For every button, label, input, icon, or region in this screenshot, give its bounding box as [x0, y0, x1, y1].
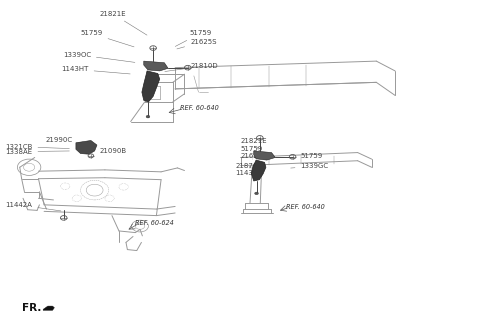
Circle shape [146, 115, 150, 118]
Text: 1143HT: 1143HT [61, 66, 130, 74]
Text: 21625S: 21625S [177, 38, 216, 49]
Text: REF. 60-640: REF. 60-640 [180, 106, 218, 112]
Circle shape [255, 192, 258, 195]
Text: 51759: 51759 [80, 31, 134, 47]
Polygon shape [144, 61, 168, 71]
Polygon shape [252, 160, 266, 181]
Text: 21870D: 21870D [236, 163, 263, 169]
Text: 1339GC: 1339GC [291, 163, 329, 169]
Text: REF. 60-624: REF. 60-624 [135, 220, 174, 226]
Polygon shape [76, 140, 97, 154]
Text: 21810D: 21810D [165, 63, 218, 72]
Polygon shape [142, 71, 160, 102]
Text: 21090B: 21090B [93, 148, 126, 154]
Polygon shape [43, 306, 54, 310]
Text: 21625S: 21625S [240, 154, 267, 159]
Text: FR.: FR. [22, 303, 41, 313]
Text: 1338AE: 1338AE [5, 149, 70, 154]
Text: 21990C: 21990C [45, 136, 83, 143]
Text: REF. 60-640: REF. 60-640 [286, 204, 324, 210]
Text: 51759: 51759 [291, 154, 323, 159]
Text: 1339OC: 1339OC [63, 51, 135, 62]
Text: 11442A: 11442A [5, 202, 61, 211]
Text: 21821E: 21821E [240, 138, 267, 149]
Text: 51759: 51759 [175, 31, 211, 47]
Text: 1143HT: 1143HT [236, 170, 263, 176]
Text: 51759: 51759 [240, 146, 263, 155]
Polygon shape [254, 151, 275, 160]
Text: 21821E: 21821E [99, 11, 147, 35]
Text: 1321CB: 1321CB [5, 144, 70, 150]
